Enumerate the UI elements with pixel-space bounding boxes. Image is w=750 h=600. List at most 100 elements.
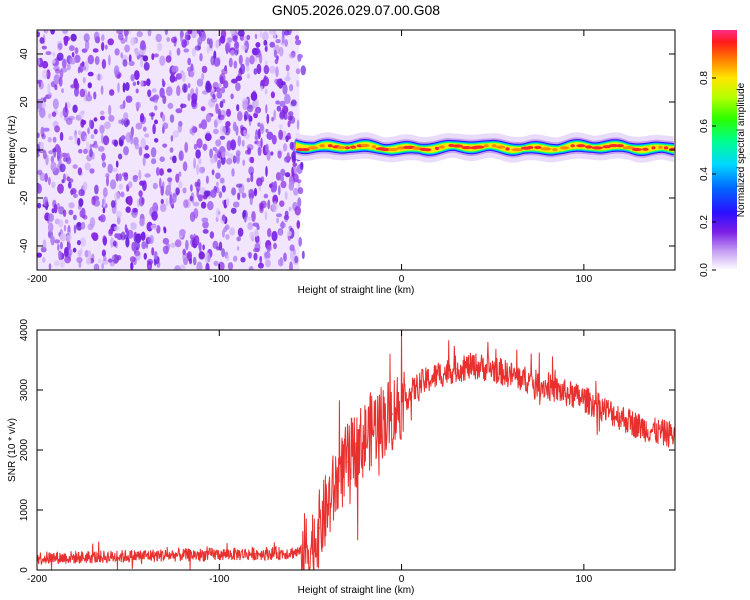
noise-blob (205, 262, 210, 270)
noise-blob (258, 53, 263, 64)
noise-blob (228, 57, 233, 68)
noise-blob (152, 123, 156, 135)
noise-blob (296, 179, 302, 184)
noise-blob (263, 193, 269, 199)
noise-blob (289, 261, 293, 270)
noise-blob (48, 92, 52, 98)
noise-blob (284, 156, 292, 161)
noise-blob (57, 243, 60, 251)
noise-blob (262, 76, 270, 87)
noise-blob (167, 102, 174, 109)
snr-ylabel: SNR (10 * v/v) (7, 418, 18, 482)
noise-blob (59, 163, 66, 173)
noise-blob (182, 248, 186, 256)
noise-blob (183, 257, 189, 266)
noise-blob (58, 77, 63, 87)
noise-blob (283, 252, 287, 262)
noise-blob (144, 173, 151, 178)
noise-blob (162, 143, 168, 148)
signal-peak (651, 146, 656, 150)
spectrogram-ylabel: Frequency (Hz) (7, 116, 18, 185)
x-tick-label: 0 (399, 574, 405, 585)
noise-blob (101, 152, 106, 161)
noise-blob (140, 138, 146, 149)
noise-blob (241, 192, 247, 199)
signal-peak (396, 146, 406, 150)
noise-blob (104, 44, 108, 50)
noise-blob (202, 143, 208, 151)
noise-blob (77, 167, 83, 176)
noise-blob (209, 148, 214, 159)
noise-blob (205, 114, 212, 123)
noise-blob (72, 247, 77, 253)
noise-blob (257, 122, 261, 127)
noise-blob (233, 60, 238, 69)
noise-blob (260, 176, 265, 183)
noise-blob (138, 48, 146, 56)
signal-peak (473, 145, 485, 149)
noise-blob (46, 69, 51, 80)
noise-blob (50, 155, 55, 164)
noise-blob (277, 258, 284, 267)
noise-blob (259, 256, 263, 265)
noise-blob (181, 71, 186, 82)
noise-blob (278, 129, 283, 140)
noise-blob (279, 109, 286, 119)
noise-blob (53, 260, 60, 267)
noise-blob (212, 94, 216, 100)
noise-blob (181, 39, 187, 48)
noise-blob (74, 47, 79, 55)
noise-blob (295, 68, 301, 75)
noise-blob (169, 114, 175, 123)
noise-blob (235, 156, 239, 162)
noise-blob (212, 81, 219, 90)
noise-blob (42, 150, 47, 160)
noise-blob (194, 45, 201, 51)
noise-blob (61, 179, 65, 184)
y-tick-label: 3000 (19, 378, 30, 401)
noise-blob (85, 94, 93, 102)
noise-blob (56, 145, 62, 155)
noise-blob (130, 37, 136, 46)
noise-blob (37, 132, 40, 138)
noise-blob (248, 266, 254, 270)
noise-blob (207, 201, 214, 211)
noise-blob (265, 165, 268, 177)
snr-data-point (492, 368, 494, 370)
noise-blob (254, 235, 260, 243)
noise-blob (276, 217, 279, 224)
noise-blob (135, 88, 139, 94)
noise-blob (72, 214, 77, 221)
noise-blob (198, 123, 202, 129)
noise-blob (196, 30, 200, 35)
noise-blob (300, 65, 306, 76)
noise-blob (154, 105, 158, 111)
noise-blob (114, 191, 121, 201)
noise-blob (225, 42, 230, 53)
noise-blob (280, 180, 287, 189)
noise-blob (175, 73, 183, 80)
noise-blob (64, 246, 69, 258)
noise-blob (93, 117, 98, 122)
signal-peak (631, 147, 643, 152)
noise-blob (269, 183, 273, 188)
y-tick-label: 1000 (19, 498, 30, 521)
noise-blob (114, 233, 119, 239)
noise-blob (42, 239, 47, 249)
signal-peak (622, 146, 635, 150)
noise-blob (87, 82, 93, 89)
noise-blob (243, 129, 247, 137)
signal-peak (540, 147, 552, 151)
noise-blob (190, 63, 194, 72)
noise-blob (227, 262, 234, 270)
noise-blob (215, 217, 219, 222)
signal-peak (360, 143, 370, 148)
signal-peak (461, 146, 472, 150)
snr-xlabel: Height of straight line (km) (298, 585, 415, 596)
noise-blob (55, 68, 61, 74)
noise-blob (165, 198, 169, 207)
noise-blob (294, 205, 301, 216)
y-tick-label: 4000 (19, 318, 30, 341)
noise-blob (93, 263, 100, 270)
noise-blob (99, 124, 105, 134)
